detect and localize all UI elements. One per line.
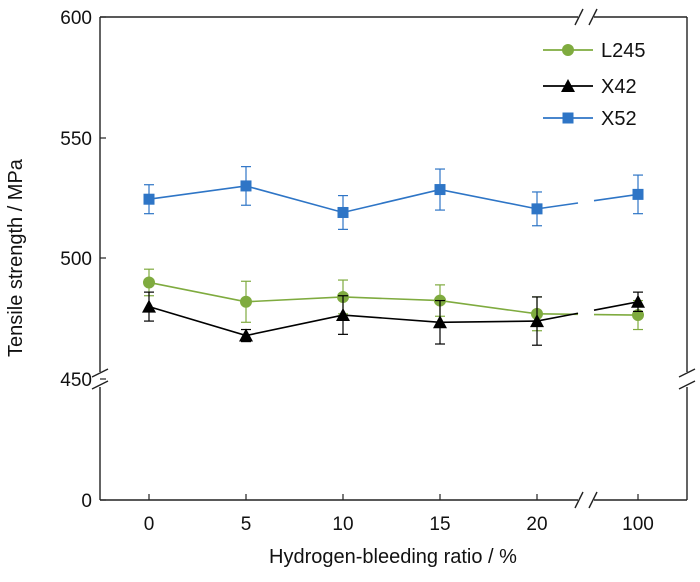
point-x52-0 (143, 193, 155, 205)
series-line-x52-pre-break (536, 202, 579, 210)
x-tick-label-10: 10 (332, 514, 353, 535)
y-break-mark-left-1 (91, 368, 109, 378)
point-x42-20 (530, 314, 544, 328)
y-tick-label-600: 600 (60, 8, 92, 29)
series-x42 (142, 291, 645, 346)
legend-marker-x52 (562, 112, 574, 124)
series-line-x42-post-break (593, 300, 639, 311)
x-tick-label-20: 20 (526, 514, 547, 535)
y-break-mark-left-2 (91, 380, 109, 390)
point-x52-10 (337, 206, 349, 218)
x-break-mark-bottom-2 (588, 491, 598, 509)
x-break-mark-bottom-1 (574, 491, 584, 509)
y-break-mark-right-2 (678, 380, 696, 390)
point-x42-0 (142, 299, 156, 313)
x-tick-label-15: 15 (429, 514, 450, 535)
legend-marker-x42 (561, 79, 575, 92)
series-line-x42-pre-break (536, 312, 579, 322)
series-l245 (143, 268, 644, 332)
legend-label-l245: L245 (601, 40, 646, 62)
point-l245-5 (240, 295, 252, 308)
y-axis-title: Tensile strength / MPa (5, 158, 27, 357)
x-break-mark-top-2 (588, 8, 598, 26)
point-x52-5 (240, 180, 252, 192)
series-line-x52-post-break (593, 193, 639, 202)
point-l245-100 (632, 309, 644, 322)
series-x52 (143, 166, 644, 230)
x-tick-label-100: 100 (622, 514, 654, 535)
point-x42-5 (239, 328, 253, 342)
x-tick-label-0: 0 (144, 514, 155, 535)
y-tick-label-500: 500 (60, 249, 92, 270)
legend: L245 X42 X52 (543, 40, 646, 130)
x-tick-label-5: 5 (241, 514, 252, 535)
legend-label-x52: X52 (601, 108, 637, 130)
series-line-l245-post-break (593, 313, 639, 316)
legend-marker-l245 (562, 44, 574, 56)
y-break-mark-right-1 (678, 368, 696, 378)
point-x42-10 (336, 308, 350, 322)
point-x42-15 (433, 315, 447, 329)
series-layer (142, 166, 645, 346)
x-break-mark-top-1 (574, 8, 584, 26)
axes (91, 8, 696, 509)
y-tick-label-0: 0 (81, 491, 92, 512)
point-l245-0 (143, 276, 155, 289)
legend-label-x42: X42 (601, 76, 637, 98)
point-x52-15 (434, 184, 446, 196)
ticks: 0 450 500 550 600 0 5 10 15 20 100 (60, 8, 654, 535)
y-tick-label-450: 450 (60, 370, 92, 391)
point-x42-100 (631, 294, 645, 308)
point-x52-100 (632, 188, 644, 200)
point-x52-20 (531, 203, 543, 215)
x-axis-title: Hydrogen-bleeding ratio / % (269, 546, 517, 568)
y-tick-label-550: 550 (60, 129, 92, 150)
